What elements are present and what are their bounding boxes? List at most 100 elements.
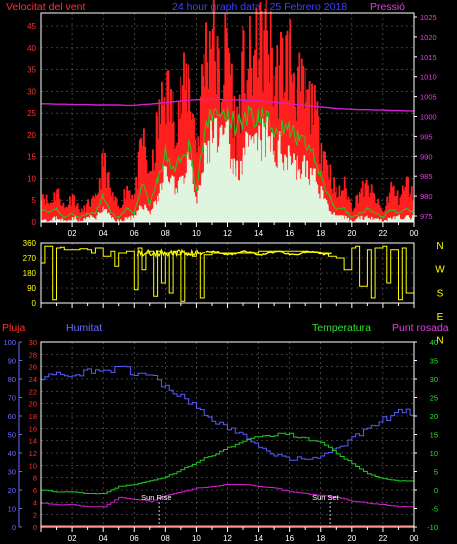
rain-label: Pluja (2, 322, 26, 334)
humidity-tick-label: 90 (8, 357, 16, 366)
humidity-tick-label: 0 (12, 523, 16, 532)
series-pressure-line (41, 98, 414, 112)
rain-tick-label: 8 (33, 474, 37, 483)
y-tick-label: 0 (32, 299, 37, 308)
compass-label: W (435, 265, 445, 276)
rain-tick-label: 10 (29, 461, 37, 470)
x-tick-label: 04 (99, 229, 108, 238)
humidity-tick-label: 30 (8, 468, 16, 477)
series-direction-steady (205, 250, 332, 256)
y-tick-label: 45 (27, 22, 36, 31)
x-tick-label: 06 (130, 534, 139, 543)
temp-tick-label: 40 (430, 338, 438, 347)
sun-marker-label: Sun Set (312, 493, 340, 502)
pressure-label: Pressió (370, 1, 405, 13)
x-tick-label: 16 (285, 229, 294, 238)
temp-tick-label: 5 (434, 468, 438, 477)
temp-tick-label: -5 (431, 505, 438, 514)
x-tick-label: 22 (378, 229, 387, 238)
rain-tick-label: 6 (33, 486, 37, 495)
temp-tick-label: -10 (427, 523, 438, 532)
series-dewpoint-line (41, 484, 415, 508)
y-tick-label: 5 (32, 196, 37, 205)
rain-tick-label: 24 (29, 375, 37, 384)
y2-tick-label: 1010 (420, 73, 437, 82)
temp-tick-label: 20 (430, 412, 438, 421)
x-tick-label: 04 (99, 534, 108, 543)
compass-label: S (437, 288, 444, 299)
plot-frame (40, 341, 415, 528)
y2-tick-label: 1015 (420, 53, 437, 62)
humidity-tick-label: 70 (8, 394, 16, 403)
plot-frame (40, 12, 415, 223)
y-tick-label: 360 (23, 239, 37, 248)
x-tick-label: 18 (316, 534, 325, 543)
humidity-tick-label: 80 (8, 375, 16, 384)
compass-label: E (437, 312, 444, 323)
rain-tick-label: 18 (29, 412, 37, 421)
x-tick-label: 06 (130, 229, 139, 238)
rain-tick-label: 26 (29, 363, 37, 372)
x-tick-label: 10 (192, 229, 201, 238)
x-tick-label: 22 (378, 534, 387, 543)
x-tick-label: 00 (410, 229, 419, 238)
compass-label: N (436, 241, 443, 252)
y2-tick-label: 995 (420, 132, 433, 141)
x-tick-label: 14 (254, 229, 263, 238)
sun-marker-label: Sun Rise (141, 493, 171, 502)
rain-tick-label: 4 (33, 498, 37, 507)
rain-tick-label: 22 (29, 387, 37, 396)
temp-tick-label: 25 (430, 394, 438, 403)
y2-tick-label: 1005 (420, 93, 437, 102)
y2-tick-label: 980 (420, 192, 433, 201)
y-tick-label: 0 (32, 218, 37, 227)
x-tick-label: 10 (192, 534, 201, 543)
y2-tick-label: 975 (420, 212, 433, 221)
rain-tick-label: 20 (29, 400, 37, 409)
y2-tick-label: 985 (420, 172, 433, 181)
x-tick-label: 18 (316, 229, 325, 238)
y2-tick-label: 1000 (420, 113, 437, 122)
x-tick-label: 20 (347, 229, 356, 238)
humidity-tick-label: 20 (8, 486, 16, 495)
y-tick-label: 40 (27, 44, 36, 53)
temp-tick-label: 15 (430, 431, 438, 440)
wind-direction-chart: 0 90 180 270 360 N W S E N (23, 239, 446, 347)
y-tick-label: 10 (27, 174, 36, 183)
y-tick-label: 90 (27, 284, 36, 293)
humidity-tick-label: 50 (8, 431, 16, 440)
x-tick-label: 12 (223, 534, 232, 543)
humidity-tick-label: 100 (3, 338, 16, 347)
temp-tick-label: 0 (434, 486, 438, 495)
plot-frame (40, 242, 415, 304)
y-tick-label: 25 (27, 109, 36, 118)
rain-tick-label: 0 (33, 523, 37, 532)
x-tick-label: 02 (68, 534, 77, 543)
temp-tick-label: 35 (430, 357, 438, 366)
y-tick-label: 20 (27, 131, 36, 140)
rain-tick-label: 16 (29, 424, 37, 433)
x-tick-label: 14 (254, 534, 263, 543)
humidity-tick-label: 40 (8, 449, 16, 458)
rain-tick-label: 12 (29, 449, 37, 458)
y-tick-label: 180 (23, 269, 37, 278)
rain-tick-label: 28 (29, 350, 37, 359)
wind-chart: 0510152025303540459759809859909951000100… (27, 0, 437, 238)
x-tick-label: 08 (161, 534, 170, 543)
humidity-tick-label: 60 (8, 412, 16, 421)
temp-tick-label: 10 (430, 449, 438, 458)
humidity-label: Humitat (66, 322, 102, 334)
dewpoint-label: Punt rosada (392, 322, 449, 334)
compass-label: N (436, 336, 443, 347)
series-direction-noise (136, 248, 205, 258)
temperature-label: Temperatura (312, 322, 371, 334)
x-tick-label: 08 (161, 229, 170, 238)
rain-tick-label: 14 (29, 437, 37, 446)
rain-tick-label: 2 (33, 511, 37, 520)
y-tick-label: 30 (27, 87, 36, 96)
y-tick-label: 270 (23, 254, 37, 263)
y2-tick-label: 1025 (420, 13, 437, 22)
y2-tick-label: 1020 (420, 33, 437, 42)
series-humidity-line (41, 365, 415, 461)
